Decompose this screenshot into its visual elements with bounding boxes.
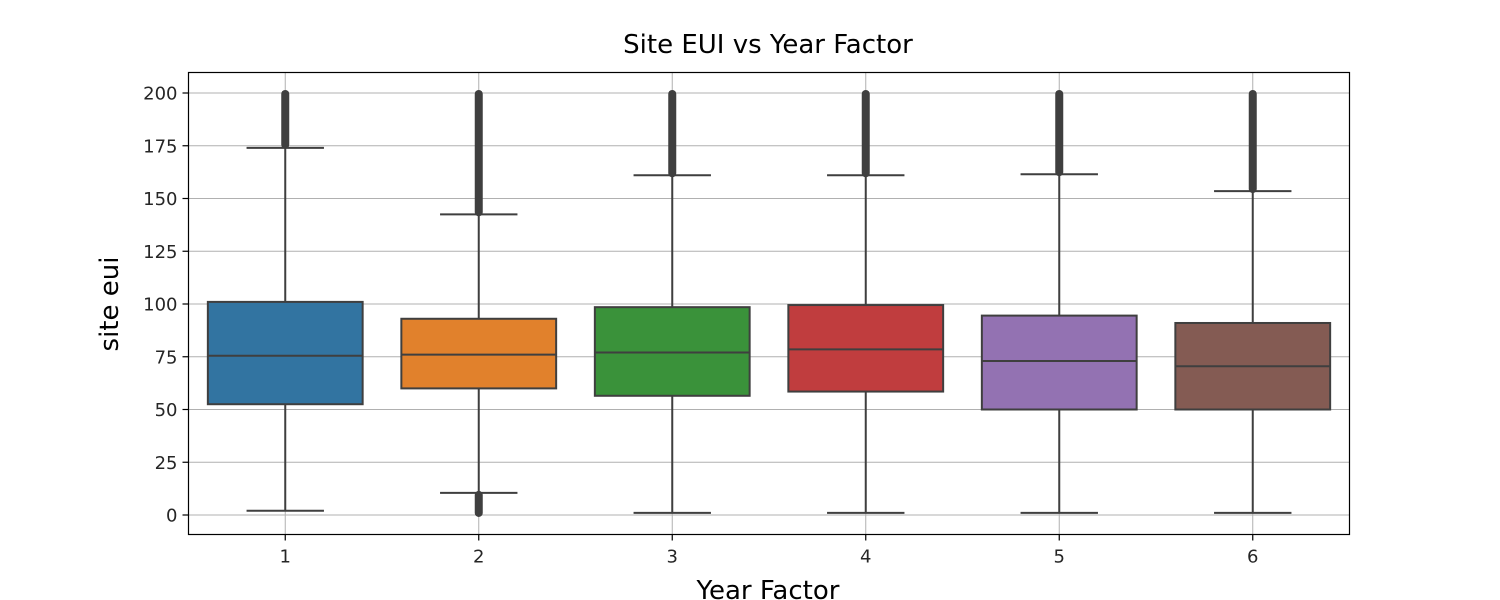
- outliers-upper: [474, 90, 483, 217]
- x-tick-label: 6: [1247, 547, 1258, 568]
- x-tick-label: 5: [1054, 547, 1065, 568]
- x-axis-label: Year Factor: [696, 576, 840, 600]
- outliers-upper: [1248, 90, 1257, 194]
- outliers-upper: [668, 90, 677, 178]
- y-tick-label: 200: [143, 84, 177, 105]
- outliers-upper: [1055, 90, 1064, 177]
- x-tick-label: 1: [280, 547, 291, 568]
- y-axis-label: site eui: [95, 257, 125, 352]
- box-4: [787, 90, 945, 514]
- y-tick-label: 75: [155, 347, 178, 368]
- y-tick-label: 175: [143, 136, 177, 157]
- box-body: [787, 304, 945, 393]
- box-body: [400, 317, 558, 390]
- chart-title: Site EUI vs Year Factor: [623, 30, 913, 60]
- x-tick-label: 3: [667, 547, 678, 568]
- y-tick-label: 0: [166, 506, 177, 527]
- box-1: [206, 90, 364, 512]
- boxes-layer: [206, 90, 1332, 517]
- y-tick-label: 50: [155, 400, 178, 421]
- outliers-lower: [474, 490, 483, 517]
- y-tick-label: 100: [143, 295, 177, 316]
- box-body: [980, 314, 1138, 411]
- y-tick-label: 150: [143, 189, 177, 210]
- x-tick-label: 2: [473, 547, 484, 568]
- box-body: [206, 300, 364, 406]
- y-axis: 0 25 50 75 100 125 150 175 200: [143, 84, 189, 527]
- outliers-upper: [861, 90, 870, 178]
- box-body: [593, 306, 751, 397]
- x-axis: 1 2 3 4 5 6: [280, 534, 1258, 568]
- box-3: [593, 90, 751, 514]
- y-tick-label: 25: [155, 453, 178, 474]
- box-2: [400, 90, 558, 517]
- x-tick-label: 4: [860, 547, 871, 568]
- box-6: [1174, 90, 1332, 514]
- outliers-upper: [281, 90, 290, 149]
- box-5: [980, 90, 1138, 514]
- y-tick-label: 125: [143, 242, 177, 263]
